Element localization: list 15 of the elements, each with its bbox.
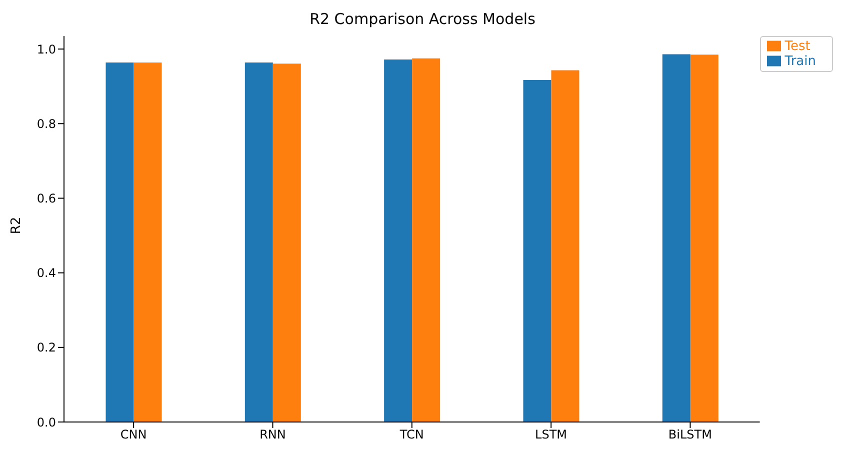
legend-label: Train: [784, 54, 816, 69]
y-tick-label: 1.0: [36, 42, 56, 56]
y-axis-title: R2: [9, 216, 24, 234]
y-tick-label: 0.2: [36, 340, 56, 355]
y-tick-label: 0.6: [36, 191, 56, 206]
legend-label: Test: [784, 39, 810, 54]
x-tick-label: BiLSTM: [668, 428, 712, 442]
y-tick-label: 0.0: [36, 415, 56, 430]
x-tick-label: LSTM: [535, 428, 568, 442]
x-tick-label: CNN: [120, 428, 147, 442]
chart-title: R2 Comparison Across Models: [308, 9, 536, 30]
y-tick-label: 0.8: [36, 116, 56, 131]
x-tick-label: TCN: [398, 428, 424, 442]
y-tick-label: 0.4: [36, 266, 56, 280]
x-tick-label: RNN: [260, 428, 286, 442]
